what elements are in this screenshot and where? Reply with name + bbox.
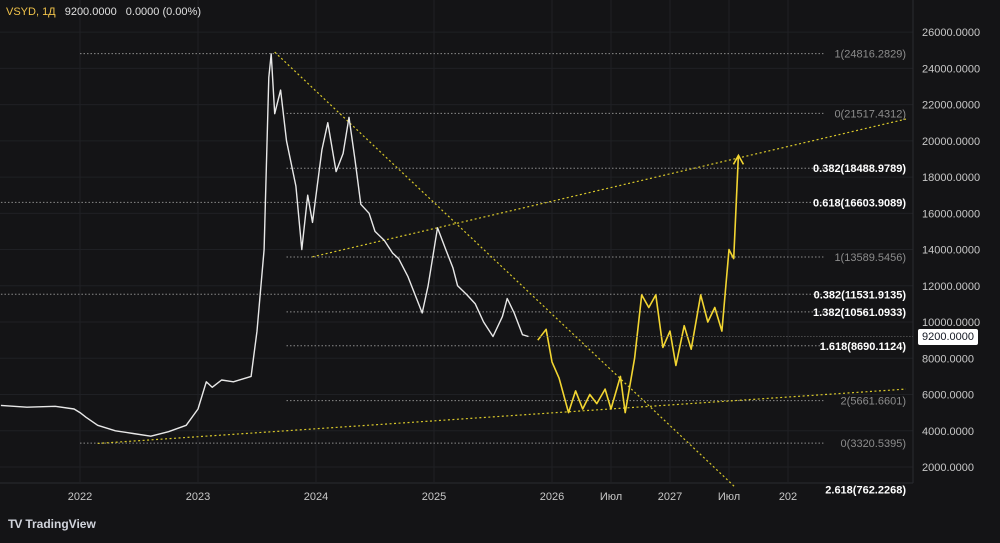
x-tick-label: 2025	[422, 491, 446, 503]
forecast-arrow-icon	[732, 153, 745, 165]
y-tick-label: 26000.0000	[922, 27, 980, 39]
fib-level-label: 1.618(8690.1124)	[820, 341, 907, 353]
x-tick-label: 2024	[304, 491, 328, 503]
trend-lines[interactable]	[97, 51, 907, 488]
fib-level-label: 0(21517.4312)	[834, 108, 906, 120]
fib-level-label: 2(5661.6601)	[841, 396, 906, 408]
fib-level-label: 0.382(18488.9789)	[813, 163, 906, 175]
y-tick-label: 14000.0000	[922, 245, 980, 257]
y-tick-label: 18000.0000	[922, 172, 980, 184]
y-tick-label: 4000.0000	[922, 426, 974, 438]
fib-level-label: 0.382(11531.9135)	[814, 289, 907, 301]
trend-line	[312, 118, 907, 258]
tradingview-logo-icon: TV	[8, 517, 22, 531]
symbol-label: VSYD, 1Д	[6, 6, 56, 18]
x-axis[interactable]: 2022 2023 2024 2025 2026 Июл 2027 Июл 202	[68, 491, 797, 503]
x-tick-label: 2027	[658, 491, 682, 503]
price-change: 0.0000 (0.00%)	[125, 6, 201, 18]
x-tick-label: Июл	[718, 491, 740, 503]
x-tick-label: 2026	[540, 491, 564, 503]
fib-level-label: 1.382(10561.0933)	[813, 307, 906, 319]
logo-text: TradingView	[25, 517, 96, 531]
y-tick-label: 12000.0000	[922, 281, 980, 293]
x-tick-label: 2022	[68, 491, 92, 503]
fib-level-label: 2.618(762.2268)	[825, 484, 906, 496]
x-tick-label: 202	[779, 491, 797, 503]
last-price: 9200.0000	[64, 6, 117, 18]
fib-level-label: 0(3320.5395)	[841, 438, 906, 450]
y-tick-label: 16000.0000	[922, 208, 980, 220]
fib-level-label: 0.618(16603.9089)	[813, 197, 906, 209]
x-tick-label: Июл	[600, 491, 622, 503]
y-tick-label: 6000.0000	[922, 390, 974, 402]
symbol-header[interactable]: VSYD, 1Д 9200.0000 0.0000 (0.00%)	[6, 6, 201, 18]
fib-level-label: 1(13589.5456)	[834, 252, 906, 264]
trend-line	[97, 388, 907, 445]
x-tick-label: 2023	[186, 491, 210, 503]
y-tick-label: 20000.0000	[922, 136, 980, 148]
y-tick-label: 8000.0000	[922, 353, 974, 365]
grid-lines	[0, 0, 914, 484]
tradingview-logo[interactable]: TV TradingView	[8, 517, 96, 531]
y-tick-label: 10000.0000	[922, 317, 980, 329]
y-tick-label: 22000.0000	[922, 100, 980, 112]
fibonacci-levels: 1(24816.2829) 0(21517.4312) 0.382(18488.97…	[0, 49, 907, 496]
y-axis[interactable]: 26000.0000 24000.0000 22000.0000 20000.0000…	[922, 27, 980, 474]
current-price-tag: 9200.0000	[918, 328, 978, 345]
price-series-line	[0, 53, 529, 437]
y-tick-label: 24000.0000	[922, 63, 980, 75]
trend-line	[274, 51, 736, 488]
y-tick-label: 2000.0000	[922, 462, 974, 474]
forecast-series-line	[537, 155, 740, 414]
fib-level-label: 1(24816.2829)	[834, 49, 906, 61]
series-lines	[0, 53, 913, 437]
